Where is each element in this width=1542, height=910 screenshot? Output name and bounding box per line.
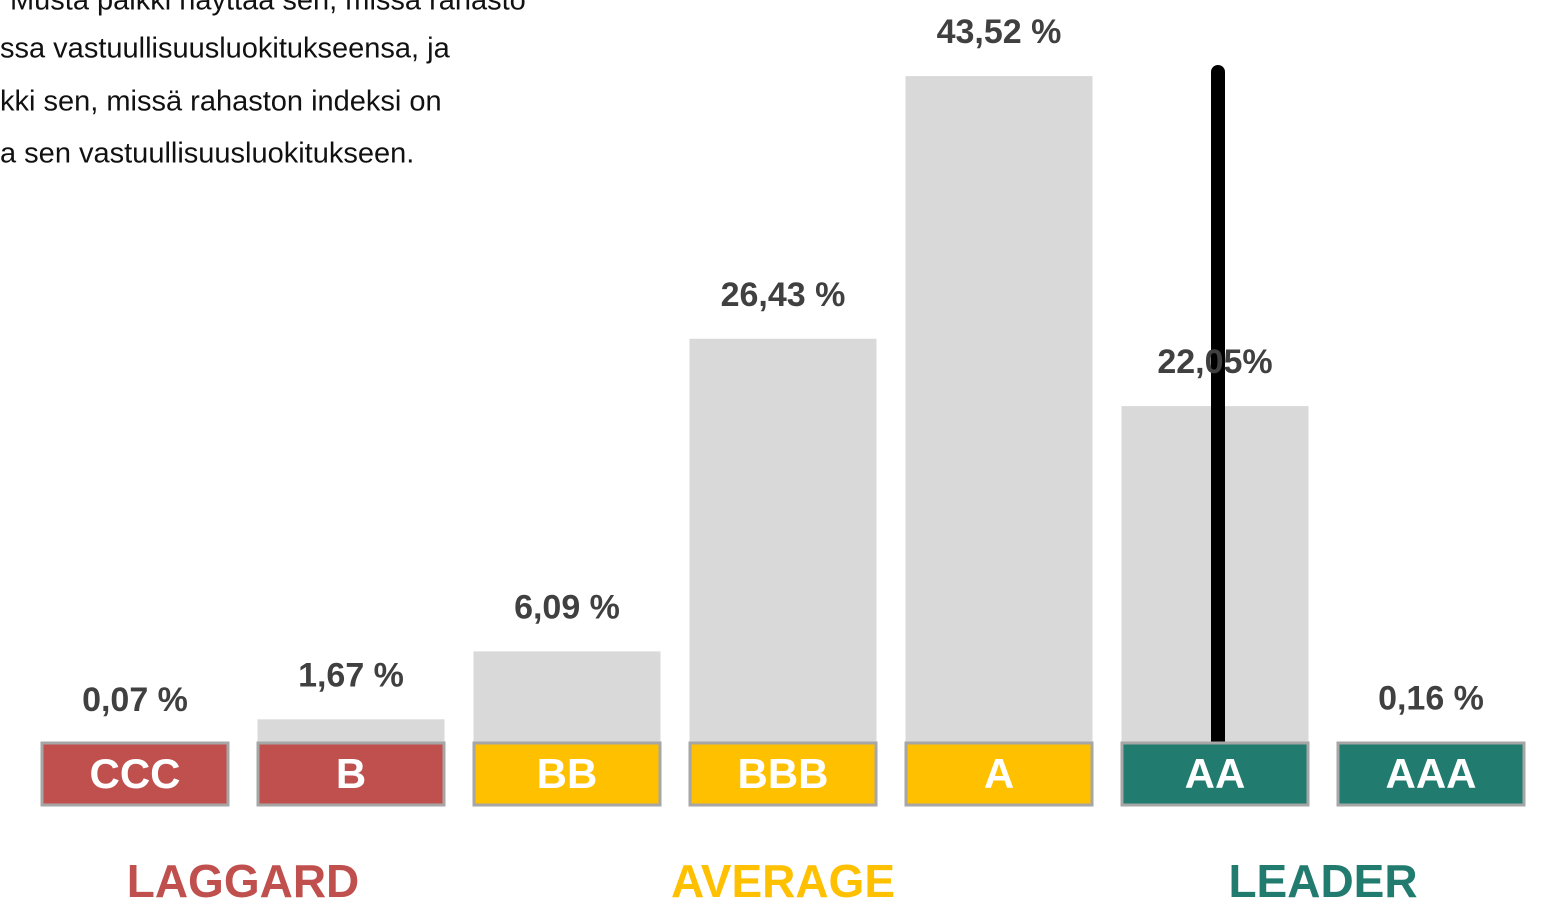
value-label: 1,67 % — [298, 656, 404, 694]
group-label: LAGGARD — [127, 855, 360, 907]
note-line: Musta palkki näyttää sen, missä rahasto — [10, 0, 526, 17]
note-line: kki sen, missä rahaston indeksi on — [0, 86, 442, 118]
category-box — [904, 741, 1094, 807]
value-label: 43,52 % — [937, 13, 1062, 51]
bar — [257, 719, 445, 745]
bar — [905, 76, 1093, 746]
category-box — [472, 741, 662, 807]
category-box — [1120, 741, 1310, 807]
category-box — [1336, 741, 1526, 807]
category-label: AA — [1185, 750, 1246, 797]
category-label: CCC — [90, 750, 181, 797]
category-label: A — [984, 750, 1014, 797]
value-label: 26,43 % — [721, 276, 846, 314]
group-label: AVERAGE — [671, 855, 895, 907]
category-label: BB — [537, 750, 598, 797]
note-line: a sen vastuullisuusluokitukseen. — [0, 138, 414, 170]
group-label: LEADER — [1228, 855, 1417, 907]
bar — [473, 651, 661, 745]
value-label: 6,09 % — [514, 588, 620, 626]
category-label: B — [336, 750, 366, 797]
note-line: ssa vastuullisuusluokitukseensa, ja — [0, 33, 451, 65]
bars — [41, 76, 1525, 746]
value-label: 0,16 % — [1378, 680, 1484, 718]
category-label: BBB — [738, 750, 829, 797]
category-label: AAA — [1386, 750, 1477, 797]
bar — [689, 338, 877, 745]
category-box — [688, 741, 878, 807]
value-label: 0,07 % — [82, 681, 188, 719]
category-box — [40, 741, 230, 807]
value-label: 22,05% — [1157, 343, 1272, 381]
category-box — [256, 741, 446, 807]
